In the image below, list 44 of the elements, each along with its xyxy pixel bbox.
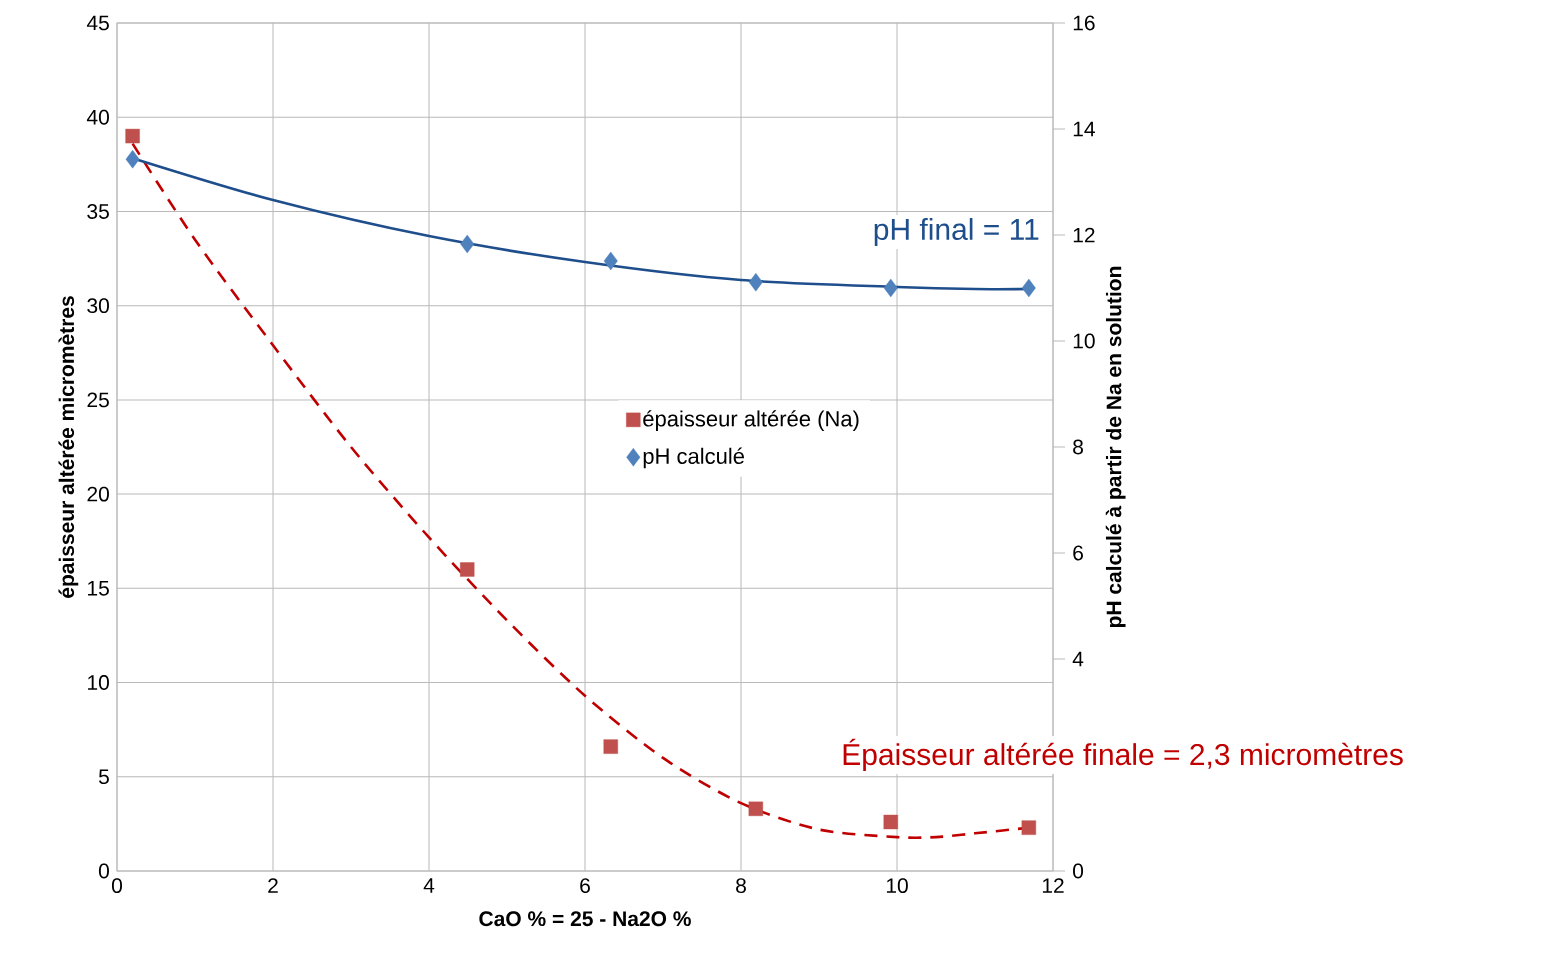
point — [748, 272, 763, 292]
y-tick-label: 20 — [87, 486, 109, 502]
y2-tick-label: 6 — [1073, 545, 1083, 561]
annotation: Épaisseur altérée finale = 2,3 micromètres — [843, 738, 1403, 772]
point — [883, 814, 898, 830]
point — [1021, 278, 1036, 298]
x-tick-label: 12 — [1042, 878, 1064, 893]
y-tick-label: 45 — [86, 15, 109, 31]
y-tick-label: 25 — [87, 392, 109, 408]
y2-tick-label: 4 — [1072, 651, 1084, 667]
point — [603, 251, 618, 271]
y-tick-label: 15 — [88, 581, 109, 596]
y2-tick-label: 14 — [1073, 121, 1095, 137]
y-tick-label: 30 — [87, 298, 109, 314]
y-tick-label: 5 — [98, 769, 109, 785]
y2-axis-title: pH calculé à partir de Na en solution — [1105, 266, 1126, 628]
y2-tick-label: 10 — [1073, 333, 1095, 349]
y-tick-label: 35 — [87, 204, 109, 219]
point — [883, 278, 898, 298]
legend-label: épaisseur altérée (Na) — [643, 410, 859, 431]
y2-tick-label: 0 — [1073, 863, 1084, 879]
x-tick-label: 8 — [736, 878, 746, 894]
y-tick-label: 40 — [86, 109, 109, 125]
y2-tick-label: 8 — [1073, 439, 1083, 455]
legend-label: pH calculé — [643, 447, 744, 469]
point — [603, 739, 618, 754]
point — [748, 801, 764, 817]
x-tick-label: 10 — [886, 878, 908, 894]
point — [460, 562, 475, 577]
point — [125, 150, 140, 169]
y2-tick-label: 12 — [1073, 227, 1095, 243]
x-tick-label: 0 — [111, 878, 123, 894]
x-tick-label: 4 — [423, 878, 435, 893]
x-tick-label: 2 — [268, 878, 278, 893]
point — [460, 234, 475, 254]
x-axis-title: CaO % = 25 - Na2O % — [479, 911, 691, 927]
point — [125, 128, 140, 144]
y-tick-label: 10 — [88, 675, 109, 690]
y-axis-title: épaisseur altérée micromètres — [58, 296, 79, 598]
y-tick-label: 0 — [98, 863, 109, 879]
point — [1021, 820, 1037, 835]
annotation: pH final = 11 — [874, 218, 1039, 246]
y2-tick-label: 16 — [1073, 15, 1095, 31]
x-tick-label: 6 — [580, 878, 590, 894]
